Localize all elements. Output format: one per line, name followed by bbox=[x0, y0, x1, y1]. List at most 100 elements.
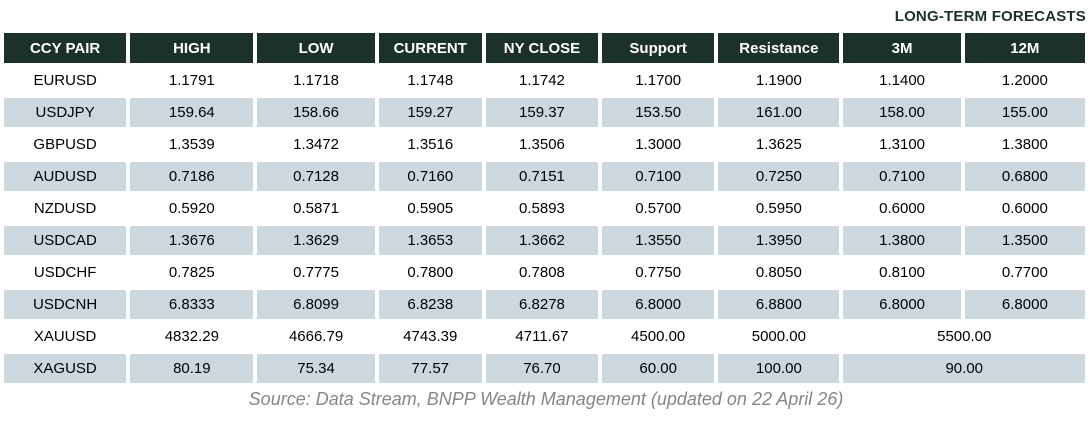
cell-current: 6.8238 bbox=[378, 290, 482, 319]
cell-12m: 155.00 bbox=[964, 98, 1085, 127]
cell-3m: 158.00 bbox=[843, 98, 961, 127]
cell-high: 159.64 bbox=[130, 98, 254, 127]
cell-pair: USDCNH bbox=[4, 290, 127, 319]
cell-resistance: 1.3625 bbox=[718, 130, 840, 159]
table-row-gbpusd: GBPUSD 1.3539 1.3472 1.3516 1.3506 1.300… bbox=[4, 130, 1085, 159]
column-header-support: Support bbox=[602, 33, 715, 63]
cell-high: 6.8333 bbox=[130, 290, 254, 319]
cell-ny-close: 1.1742 bbox=[485, 66, 599, 95]
cell-pair: USDCAD bbox=[4, 226, 127, 255]
cell-high: 80.19 bbox=[130, 354, 254, 383]
cell-12m: 0.6000 bbox=[964, 194, 1085, 223]
cell-resistance: 100.00 bbox=[718, 354, 840, 383]
cell-current: 77.57 bbox=[378, 354, 482, 383]
cell-pair: GBPUSD bbox=[4, 130, 127, 159]
cell-current: 159.27 bbox=[378, 98, 482, 127]
cell-low: 0.5871 bbox=[257, 194, 375, 223]
cell-12m: 0.7700 bbox=[964, 258, 1085, 287]
cell-high: 1.3539 bbox=[130, 130, 254, 159]
cell-support: 153.50 bbox=[602, 98, 715, 127]
table-row-xagusd: XAGUSD 80.19 75.34 77.57 76.70 60.00 100… bbox=[4, 354, 1085, 383]
cell-low: 6.8099 bbox=[257, 290, 375, 319]
cell-resistance: 1.3950 bbox=[718, 226, 840, 255]
cell-low: 0.7128 bbox=[257, 162, 375, 191]
column-header-ny-close: NY CLOSE bbox=[485, 33, 599, 63]
cell-3m-12m-merged: 90.00 bbox=[843, 354, 1085, 383]
cell-ny-close: 159.37 bbox=[485, 98, 599, 127]
cell-12m: 1.3800 bbox=[964, 130, 1085, 159]
cell-high: 1.1791 bbox=[130, 66, 254, 95]
cell-pair: XAUUSD bbox=[4, 322, 127, 351]
cell-low: 1.1718 bbox=[257, 66, 375, 95]
cell-current: 0.5905 bbox=[378, 194, 482, 223]
column-header-ccy-pair: CCY PAIR bbox=[4, 33, 127, 63]
cell-ny-close: 0.7151 bbox=[485, 162, 599, 191]
cell-pair: USDJPY bbox=[4, 98, 127, 127]
cell-high: 0.7825 bbox=[130, 258, 254, 287]
column-header-current: CURRENT bbox=[378, 33, 482, 63]
cell-support: 0.5700 bbox=[602, 194, 715, 223]
table-row-xauusd: XAUUSD 4832.29 4666.79 4743.39 4711.67 4… bbox=[4, 322, 1085, 351]
cell-resistance: 1.1900 bbox=[718, 66, 840, 95]
cell-resistance: 0.7250 bbox=[718, 162, 840, 191]
column-header-3m: 3M bbox=[843, 33, 961, 63]
cell-pair: USDCHF bbox=[4, 258, 127, 287]
cell-resistance: 6.8800 bbox=[718, 290, 840, 319]
table-row-usdjpy: USDJPY 159.64 158.66 159.27 159.37 153.5… bbox=[4, 98, 1085, 127]
column-header-high: HIGH bbox=[130, 33, 254, 63]
cell-3m: 1.1400 bbox=[843, 66, 961, 95]
cell-low: 158.66 bbox=[257, 98, 375, 127]
cell-support: 1.3550 bbox=[602, 226, 715, 255]
cell-ny-close: 4711.67 bbox=[485, 322, 599, 351]
cell-low: 75.34 bbox=[257, 354, 375, 383]
cell-support: 0.7100 bbox=[602, 162, 715, 191]
cell-pair: AUDUSD bbox=[4, 162, 127, 191]
cell-3m-12m-merged: 5500.00 bbox=[843, 322, 1085, 351]
cell-3m: 0.8100 bbox=[843, 258, 961, 287]
cell-12m: 0.6800 bbox=[964, 162, 1085, 191]
column-header-low: LOW bbox=[257, 33, 375, 63]
cell-current: 4743.39 bbox=[378, 322, 482, 351]
long-term-forecasts-label: LONG-TERM FORECASTS bbox=[894, 8, 1086, 25]
cell-pair: XAGUSD bbox=[4, 354, 127, 383]
cell-low: 1.3629 bbox=[257, 226, 375, 255]
cell-3m: 0.7100 bbox=[843, 162, 961, 191]
cell-3m: 6.8000 bbox=[843, 290, 961, 319]
cell-3m: 1.3100 bbox=[843, 130, 961, 159]
cell-support: 1.1700 bbox=[602, 66, 715, 95]
cell-12m: 1.2000 bbox=[964, 66, 1085, 95]
table-row-usdcad: USDCAD 1.3676 1.3629 1.3653 1.3662 1.355… bbox=[4, 226, 1085, 255]
cell-resistance: 0.8050 bbox=[718, 258, 840, 287]
cell-support: 0.7750 bbox=[602, 258, 715, 287]
cell-ny-close: 0.7808 bbox=[485, 258, 599, 287]
cell-high: 0.5920 bbox=[130, 194, 254, 223]
cell-3m: 0.6000 bbox=[843, 194, 961, 223]
cell-low: 4666.79 bbox=[257, 322, 375, 351]
cell-current: 0.7800 bbox=[378, 258, 482, 287]
cell-current: 1.3516 bbox=[378, 130, 482, 159]
table-row-audusd: AUDUSD 0.7186 0.7128 0.7160 0.7151 0.710… bbox=[4, 162, 1085, 191]
cell-support: 1.3000 bbox=[602, 130, 715, 159]
cell-current: 1.1748 bbox=[378, 66, 482, 95]
cell-support: 6.8000 bbox=[602, 290, 715, 319]
cell-low: 0.7775 bbox=[257, 258, 375, 287]
cell-high: 0.7186 bbox=[130, 162, 254, 191]
cell-12m: 1.3500 bbox=[964, 226, 1085, 255]
column-header-resistance: Resistance bbox=[718, 33, 840, 63]
cell-resistance: 161.00 bbox=[718, 98, 840, 127]
table-row-usdchf: USDCHF 0.7825 0.7775 0.7800 0.7808 0.775… bbox=[4, 258, 1085, 287]
cell-ny-close: 76.70 bbox=[485, 354, 599, 383]
cell-current: 0.7160 bbox=[378, 162, 482, 191]
table-row-eurusd: EURUSD 1.1791 1.1718 1.1748 1.1742 1.170… bbox=[4, 66, 1085, 95]
cell-high: 4832.29 bbox=[130, 322, 254, 351]
cell-12m: 6.8000 bbox=[964, 290, 1085, 319]
cell-ny-close: 1.3506 bbox=[485, 130, 599, 159]
header-row: CCY PAIR HIGH LOW CURRENT NY CLOSE Suppo… bbox=[4, 33, 1085, 63]
cell-pair: NZDUSD bbox=[4, 194, 127, 223]
cell-resistance: 0.5950 bbox=[718, 194, 840, 223]
table-row-usdcnh: USDCNH 6.8333 6.8099 6.8238 6.8278 6.800… bbox=[4, 290, 1085, 319]
cell-pair: EURUSD bbox=[4, 66, 127, 95]
cell-resistance: 5000.00 bbox=[718, 322, 840, 351]
cell-current: 1.3653 bbox=[378, 226, 482, 255]
